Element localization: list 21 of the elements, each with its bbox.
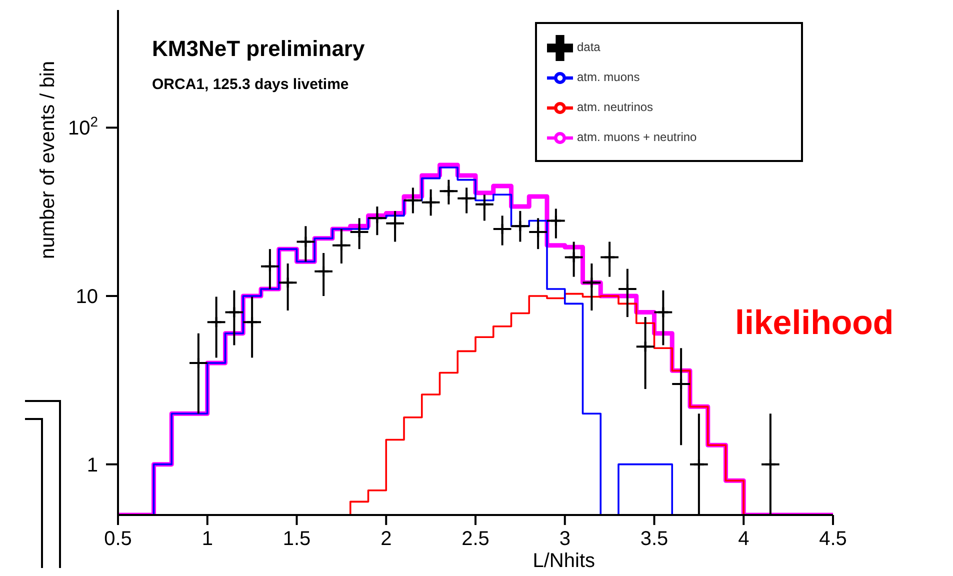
- x-tick-label: 1: [202, 528, 213, 550]
- y-tick-label: 1: [86, 454, 98, 476]
- x-tick-label: 2: [380, 528, 392, 550]
- annotation: likelihood: [735, 304, 894, 343]
- y-tick-label: 10: [76, 286, 98, 308]
- x-tick-label: 0.5: [104, 528, 132, 550]
- y-axis-title: number of events / bin: [37, 61, 59, 259]
- x-tick-label: 2.5: [462, 528, 490, 550]
- annotation: KM3NeT preliminary: [152, 36, 365, 62]
- x-tick-label: 1.5: [282, 528, 311, 550]
- legend-label: atm. muons: [577, 70, 640, 84]
- x-tick-label: 3: [559, 528, 570, 550]
- y-tick-label: 10$^{2}$: [68, 114, 98, 140]
- x-tick-label: 3.5: [640, 528, 668, 550]
- legend-label: atm. neutrinos: [577, 100, 654, 114]
- legend-label: data: [577, 40, 600, 54]
- legend-label: atm. muons + neutrino: [577, 130, 697, 144]
- x-tick-label: 4: [738, 528, 750, 550]
- annotation: ORCA1, 125.3 days livetime: [152, 76, 349, 93]
- x-axis-title: L/Nhits: [532, 550, 595, 572]
- x-tick-label: 4.5: [819, 528, 847, 550]
